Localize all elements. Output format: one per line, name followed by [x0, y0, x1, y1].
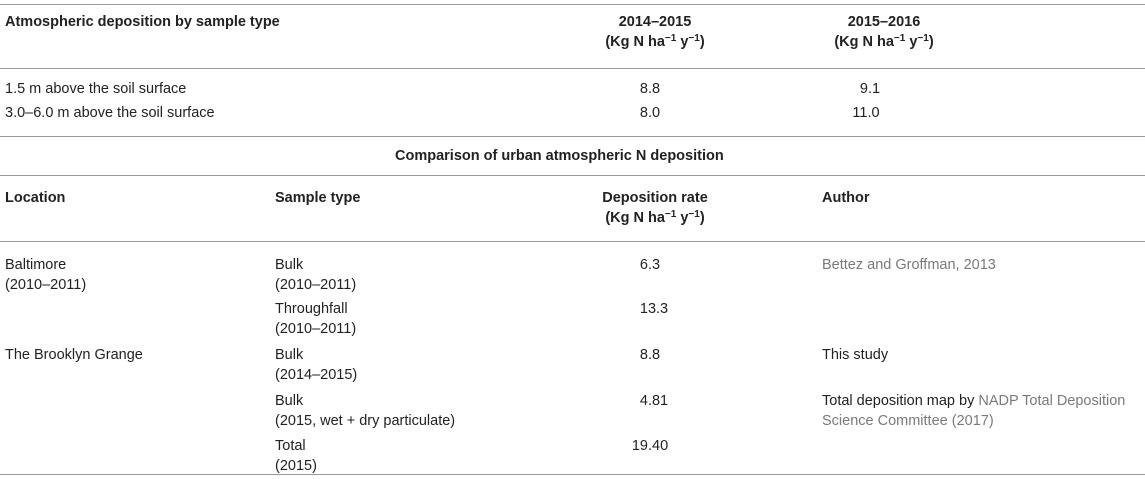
- header-2015-2016-unit: (Kg N ha−1 y−1): [834, 33, 934, 51]
- header-sample-type: Atmospheric deposition by sample type: [5, 14, 280, 30]
- author-nadp-plain: Total deposition map by: [822, 393, 979, 409]
- header-author: Author: [822, 190, 870, 206]
- author-nadp: Total deposition map by NADP Total Depos…: [822, 391, 1125, 431]
- header-2014-2015-unit: (Kg N ha−1 y−1): [605, 33, 705, 51]
- header-2015-2016: 2015–2016 (Kg N ha−1 y−1): [804, 12, 964, 52]
- sample-type-bulk-brooklyn: Bulk (2014–2015): [275, 347, 358, 383]
- header-rule: [0, 68, 1145, 69]
- rate-bulk-wet-dry: 4.81: [639, 393, 669, 409]
- header-2014-2015-years: 2014–2015: [618, 14, 692, 30]
- row-1-2015-value: 9.1: [859, 81, 881, 97]
- section-rule: [0, 136, 1145, 137]
- location-brooklyn-grange: The Brooklyn Grange: [5, 347, 143, 363]
- row-2-2014-value: 8.0: [639, 105, 661, 121]
- top-rule: [0, 4, 1145, 5]
- rate-bulk-brooklyn: 8.8: [639, 347, 661, 363]
- header-deposition-rate: Deposition rate (Kg N ha−1 y−1): [575, 188, 735, 228]
- rate-bulk-baltimore: 6.3: [639, 257, 661, 273]
- author-nadp-link[interactable]: NADP Total Deposition: [978, 393, 1126, 409]
- sample-type-total: Total (2015): [275, 438, 317, 474]
- section-title-rule: [0, 175, 1145, 176]
- row-2-2015-value: 11.0: [852, 105, 880, 121]
- rate-throughfall: 13.3: [639, 301, 669, 317]
- author-bettez-groffman-link[interactable]: Bettez and Groffman, 2013: [822, 257, 996, 273]
- row-1-2014-value: 8.8: [639, 81, 661, 97]
- author-this-study: This study: [822, 347, 889, 363]
- bottom-rule: [0, 474, 1145, 475]
- rate-total: 19.40: [631, 438, 669, 454]
- header-deposition-rate-label: Deposition rate: [602, 190, 708, 206]
- sample-type-throughfall: Throughfall (2010–2011): [275, 301, 357, 337]
- header-location: Location: [5, 190, 66, 206]
- sample-type-bulk-wet-dry: Bulk (2015, wet + dry particulate): [275, 393, 456, 429]
- location-baltimore: Baltimore (2010–2011): [5, 257, 87, 293]
- section-title: Comparison of urban atmospheric N deposi…: [395, 148, 724, 164]
- row-2-label: 3.0–6.0 m above the soil surface: [5, 105, 215, 121]
- bottom-header-rule: [0, 241, 1145, 242]
- sample-type-bulk-baltimore: Bulk (2010–2011): [275, 257, 357, 293]
- header-2014-2015: 2014–2015 (Kg N ha−1 y−1): [575, 12, 735, 52]
- row-1-label: 1.5 m above the soil surface: [5, 81, 187, 97]
- header-2015-2016-years: 2015–2016: [847, 14, 921, 30]
- header-deposition-rate-unit: (Kg N ha−1 y−1): [605, 209, 705, 227]
- author-nadp-link-cont[interactable]: Science Committee (2017): [822, 413, 994, 429]
- header-sample-type-col: Sample type: [275, 190, 361, 206]
